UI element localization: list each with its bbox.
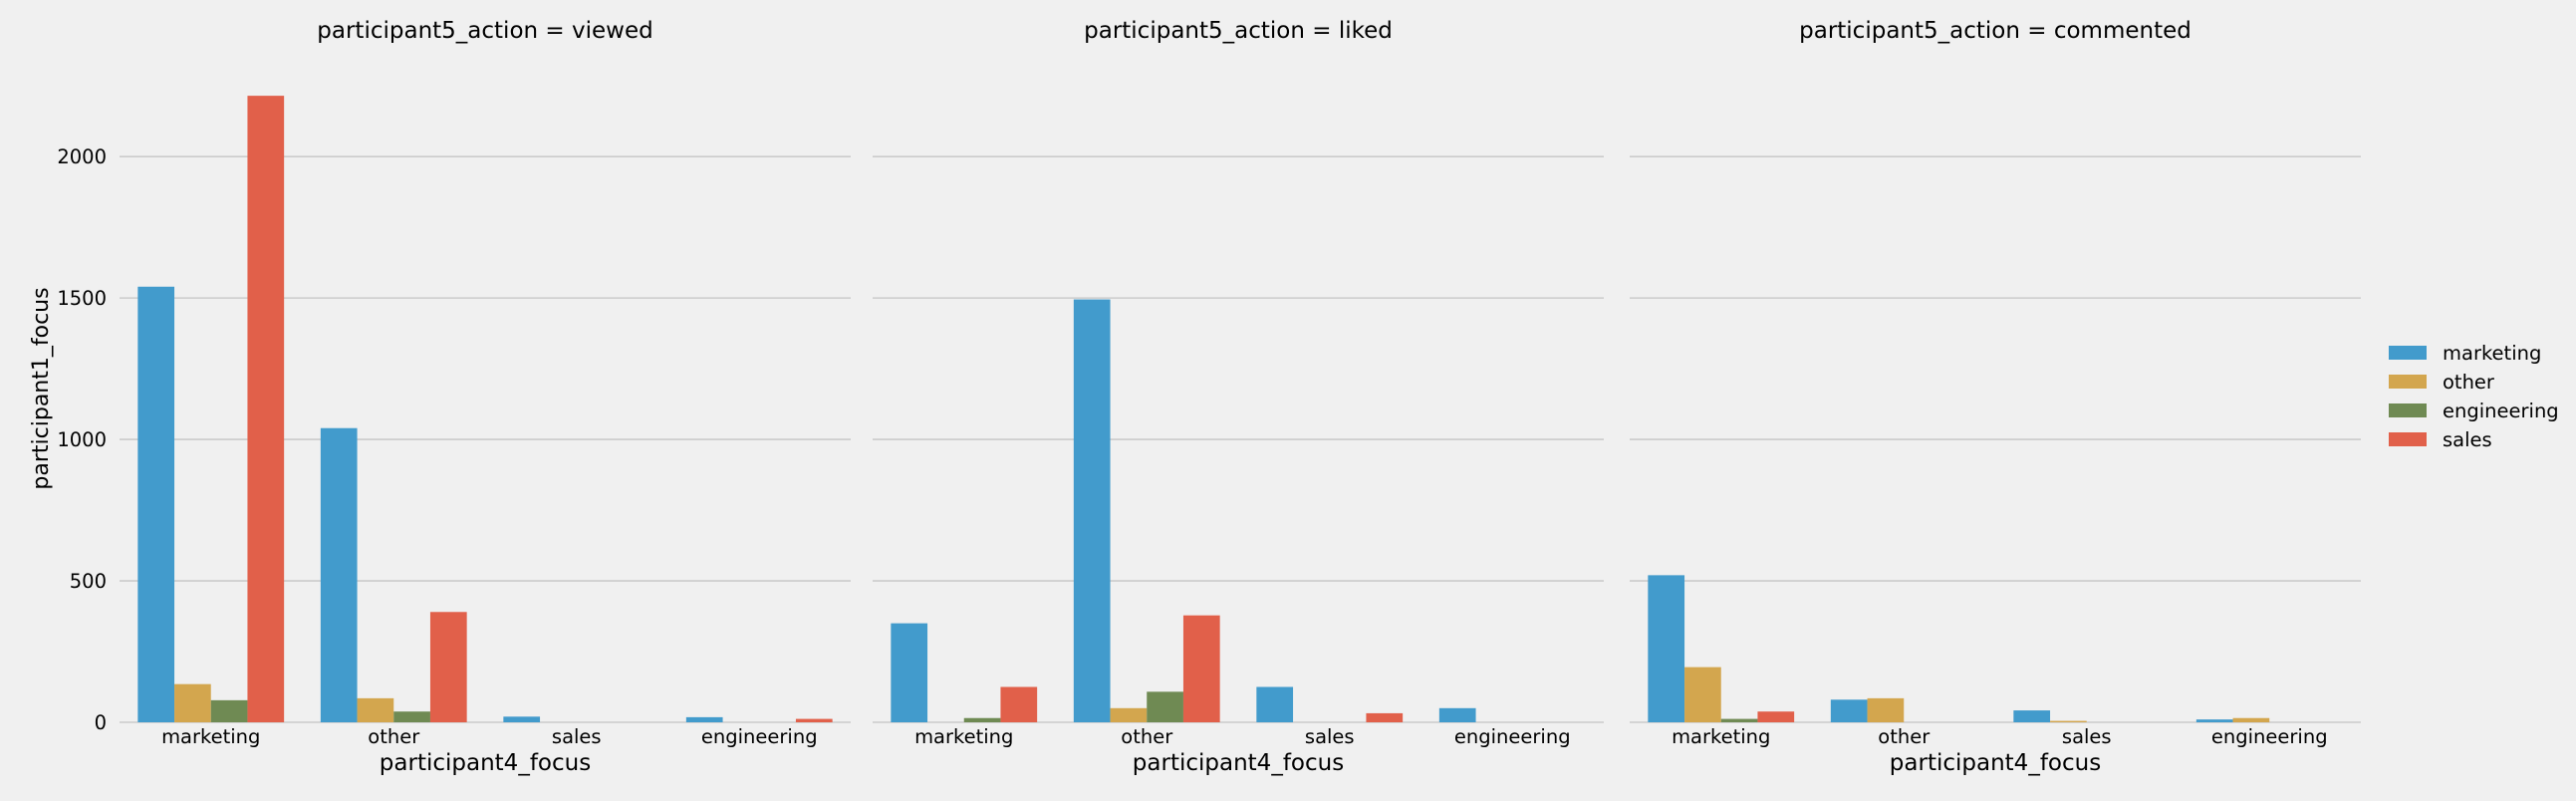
x-tick-label: marketing [1672,725,1770,748]
legend-swatch-engineering [2389,403,2427,417]
y-tick-label: 500 [70,570,107,593]
bar-marketing [685,716,723,722]
bar-engineering [393,711,430,722]
x-tick-label: sales [2062,725,2112,748]
legend-label: marketing [2443,342,2541,365]
x-axis-label: participant4_focus [380,750,591,776]
bar-sales [429,612,467,722]
bar-other [1110,707,1148,722]
bar-engineering [1720,718,1758,722]
bar-marketing [1256,686,1294,722]
x-axis-label: participant4_focus [1133,750,1344,776]
bar-marketing [2013,710,2051,722]
panel-title: participant5_action = liked [1084,18,1393,44]
bar-marketing [1648,575,1685,722]
legend-swatch-sales [2389,432,2427,446]
x-tick-label: sales [552,725,602,748]
bar-marketing [503,716,541,722]
bar-sales [1182,615,1220,722]
bar-other [1684,667,1721,722]
legend-swatch-other [2389,375,2427,389]
bar-marketing [1830,699,1868,722]
x-tick-label: engineering [701,725,818,748]
bar-engineering [963,717,1001,722]
bar-marketing [320,427,358,722]
bar-sales [1757,711,1795,722]
bar-sales [247,96,285,722]
bar-sales [1000,686,1038,722]
y-tick-label: 2000 [57,145,107,168]
panel-title: participant5_action = viewed [317,18,652,44]
x-tick-label: other [1878,725,1931,748]
bar-other [1867,697,1905,722]
bar-engineering [210,699,248,722]
bar-other [2232,717,2270,722]
y-tick-label: 0 [95,711,107,734]
legend-label: engineering [2443,400,2559,422]
x-tick-label: engineering [1454,725,1571,748]
legend-swatch-marketing [2389,346,2427,360]
bar-marketing [1438,707,1476,722]
y-axis-label: participant1_focus [29,287,54,489]
bar-other [174,683,211,722]
bar-marketing [2195,719,2233,722]
facet-panel: participant5_action = viewed marketing oth… [57,18,851,776]
legend-label: other [2443,371,2495,394]
bar-other [2050,720,2087,722]
bar-sales [1366,712,1404,722]
bar-other [357,697,394,722]
facet-panel: participant5_action = liked marketing othe… [873,18,1604,776]
legend: marketing other engineering sales [2389,342,2559,451]
x-axis-label: participant4_focus [1890,750,2101,776]
x-tick-label: marketing [914,725,1013,748]
bar-sales [795,718,833,722]
x-tick-label: other [368,725,420,748]
y-tick-label: 1000 [57,428,107,451]
x-tick-label: sales [1305,725,1355,748]
bar-marketing [891,623,928,722]
bar-marketing [137,286,175,722]
y-tick-label: 1500 [57,287,107,310]
x-tick-label: marketing [161,725,260,748]
legend-label: sales [2443,428,2492,451]
bar-engineering [1147,691,1183,722]
panel-title: participant5_action = commented [1799,18,2191,44]
x-tick-label: other [1121,725,1173,748]
facet-panel: participant5_action = commented marketing… [1630,18,2361,776]
x-tick-label: engineering [2211,725,2328,748]
bar-marketing [1073,299,1111,722]
facet-panels: participant5_action = viewed marketing oth… [57,18,2361,776]
